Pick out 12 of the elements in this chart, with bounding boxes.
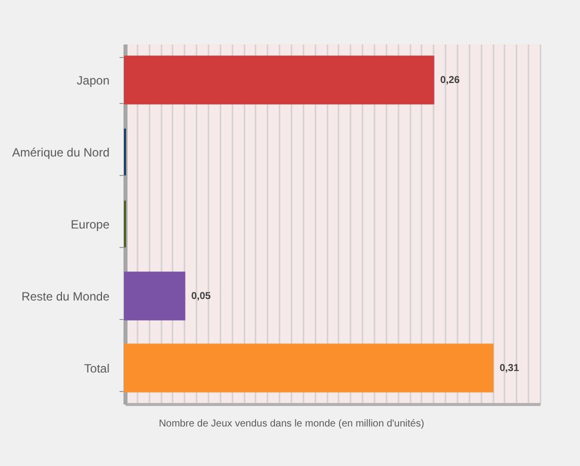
x-axis-title: Nombre de Jeux vendus dans le monde (en million d'unités) (158, 418, 424, 430)
y-tick-label: Total (84, 362, 110, 376)
y-tick-label: Amérique du Nord (12, 146, 110, 160)
data-label: 0,31 (500, 363, 520, 374)
data-label: 0,05 (191, 291, 212, 302)
data-label: 0,26 (440, 75, 460, 86)
y-tick-label: Japon (76, 74, 110, 88)
y-tick-label: Europe (70, 218, 110, 232)
bar (124, 56, 434, 104)
bar (124, 272, 186, 320)
bar (124, 344, 494, 392)
y-tick-label: Reste du Monde (21, 290, 110, 304)
